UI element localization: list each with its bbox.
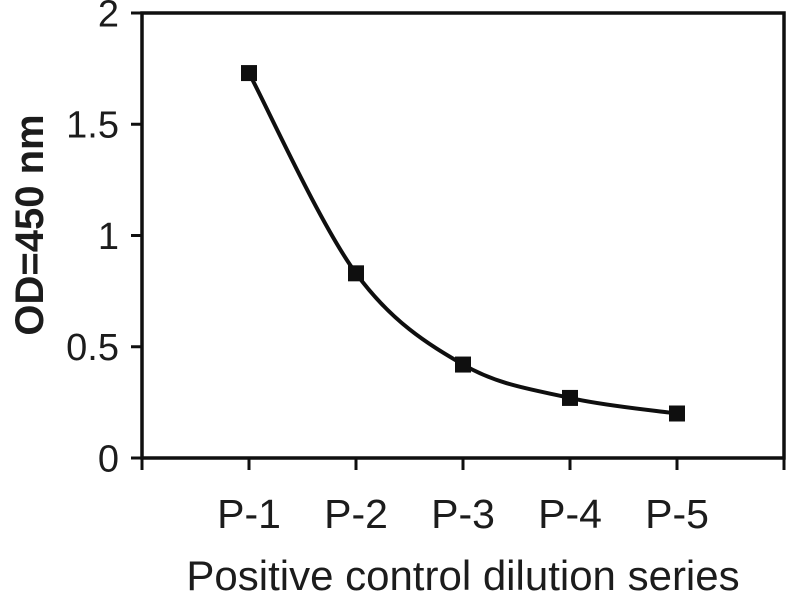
x-tick-label: P-5 [645, 491, 709, 537]
y-tick-label: 1.5 [66, 105, 119, 147]
data-point-marker [241, 65, 257, 82]
x-axis-title: Positive control dilution series [186, 552, 740, 599]
data-point-marker [562, 389, 578, 406]
x-tick-label: P-2 [324, 491, 388, 537]
data-point-marker [348, 265, 364, 282]
data-point-marker [669, 405, 685, 422]
y-tick-label: 1 [98, 216, 119, 258]
plot-frame [140, 11, 786, 460]
x-tick-label: P-4 [538, 491, 602, 537]
y-axis-title: OD=450 nm [8, 114, 52, 336]
data-point-marker [455, 356, 471, 373]
y-tick-label: 0 [98, 438, 119, 480]
data-line [247, 71, 679, 416]
y-tick-label: 2 [98, 0, 119, 35]
x-tick-label: P-3 [431, 491, 495, 537]
x-tick-label: P-1 [217, 491, 281, 537]
y-tick-label: 0.5 [66, 327, 119, 369]
